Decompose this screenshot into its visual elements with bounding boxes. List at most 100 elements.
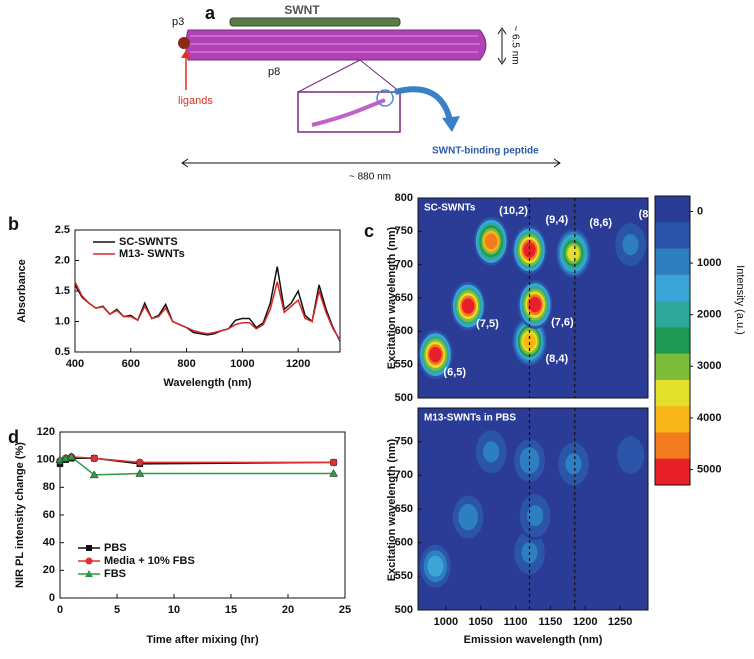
marker [135, 468, 145, 477]
colorbar-cell [655, 333, 690, 341]
legend-marker [85, 570, 93, 577]
peak-label: (10,2) [499, 205, 528, 217]
x-tick-label: 1100 [504, 616, 528, 628]
marker [136, 458, 144, 467]
colorbar-cell [655, 235, 690, 243]
colorbar-cell [655, 478, 690, 486]
colorbar-cell [655, 373, 690, 381]
panel-label: b [8, 214, 19, 234]
colorbar-tick-label: 3000 [697, 360, 721, 372]
y-tick-label: 700 [395, 469, 413, 481]
colorbar-cell [655, 366, 690, 374]
panel-label: a [205, 3, 216, 23]
y-tick-label: 650 [395, 503, 413, 515]
p3-label: p3 [172, 16, 184, 28]
colorbar-cell [655, 209, 690, 217]
colorbar-cell [655, 406, 690, 414]
peak-level [523, 452, 536, 469]
legend-label: PBS [104, 542, 127, 554]
zoom-lines [297, 59, 401, 93]
p8-label: p8 [268, 66, 280, 78]
colorbar-frame [654, 195, 691, 486]
marker [90, 454, 98, 463]
colorbar-cell [655, 261, 690, 269]
colorbar-cell [655, 412, 690, 420]
x-axis-label: Time after mixing (hr) [146, 634, 259, 646]
y-tick-label: 800 [395, 192, 413, 204]
y-tick-label: 1.5 [55, 285, 70, 297]
peak-level [429, 346, 442, 363]
nanotube [229, 17, 401, 27]
peak-level [624, 447, 637, 463]
x-tick-label: 400 [66, 358, 84, 370]
colorbar-cell [655, 268, 690, 276]
colorbar-cell [655, 287, 690, 296]
y-axis-label: Excitation wavelength (nm) [386, 438, 398, 581]
x-tick-label: 1250 [608, 616, 632, 628]
colorbar-cell [655, 228, 690, 236]
colorbar-cell [655, 458, 690, 466]
ligands-label: ligands [178, 95, 213, 107]
colorbar-cell [655, 425, 690, 433]
x-tick-label: 15 [225, 604, 237, 616]
colorbar-cell [655, 386, 690, 394]
peak-level [461, 298, 475, 314]
peak-level [567, 456, 580, 472]
peak-level [528, 507, 542, 524]
peptide-label: SWNT-binding peptide [432, 146, 539, 157]
phage-texture [190, 35, 480, 53]
y-tick-label: 2.0 [55, 254, 70, 266]
peak-label: (7,6) [551, 317, 574, 329]
y-tick-label: 120 [37, 426, 55, 438]
length-label: ~ 880 nm [349, 172, 391, 183]
colorbar-cell [655, 281, 690, 289]
peak-level [523, 333, 536, 350]
diameter-arrow [497, 27, 507, 65]
colorbar-tick-label: 0 [697, 205, 703, 217]
colorbar-label: Intensity (a.u.) [734, 265, 746, 335]
x-axis-label: Wavelength (nm) [163, 377, 252, 389]
colorbar-tick-label: 1000 [697, 257, 721, 269]
colorbar-cell [655, 274, 690, 282]
colorbar-cell [655, 248, 690, 256]
legend-marker [85, 557, 93, 565]
marker [329, 458, 338, 467]
y-tick-label: 40 [43, 537, 55, 549]
colorbar-cell [655, 419, 690, 427]
peak-level [461, 509, 475, 525]
phage-body [185, 29, 487, 61]
y-tick-label: 2.5 [55, 224, 70, 236]
colorbar-cell [655, 379, 690, 387]
colorbar-cell [655, 294, 690, 302]
peak-level [429, 558, 442, 575]
x-tick-label: 1000 [434, 616, 458, 628]
highlight [376, 89, 394, 107]
panel-a: a SWNT p3 p8 ligands ~ 6.5 nm SWNT-bindi… [172, 3, 561, 183]
colorbar-tick-label: 2000 [697, 309, 721, 321]
colorbar-cell [655, 327, 690, 335]
legend-marker [86, 545, 92, 551]
colorbar-cell [655, 340, 690, 348]
y-tick-label: 1.0 [55, 315, 70, 327]
series-line [74, 281, 341, 341]
colorbar-cell [655, 360, 690, 368]
x-tick-label: 1200 [573, 616, 597, 628]
peak-label: (8,4) [546, 353, 569, 365]
colorbar-cell [655, 432, 690, 440]
ligand-arrowhead [181, 50, 191, 58]
y-tick-label: 0 [49, 592, 55, 604]
y-tick-label: 550 [395, 570, 413, 582]
colorbar-tick-label: 5000 [697, 463, 721, 475]
legend-label: M13- SWNTs [119, 248, 185, 260]
x-tick-label: 1000 [230, 358, 254, 370]
peak-label: (7,5) [476, 318, 499, 330]
heatmap-title: SC-SWNTs [424, 203, 476, 214]
diameter-label: ~ 6.5 nm [509, 25, 520, 64]
y-axis-label: Absorbance [16, 259, 28, 323]
x-tick-label: 25 [339, 604, 351, 616]
y-tick-label: 500 [395, 604, 413, 616]
x-tick-label: 10 [168, 604, 180, 616]
legend-label: Media + 10% FBS [104, 555, 195, 567]
legend-label: SC-SWNTS [119, 236, 178, 248]
